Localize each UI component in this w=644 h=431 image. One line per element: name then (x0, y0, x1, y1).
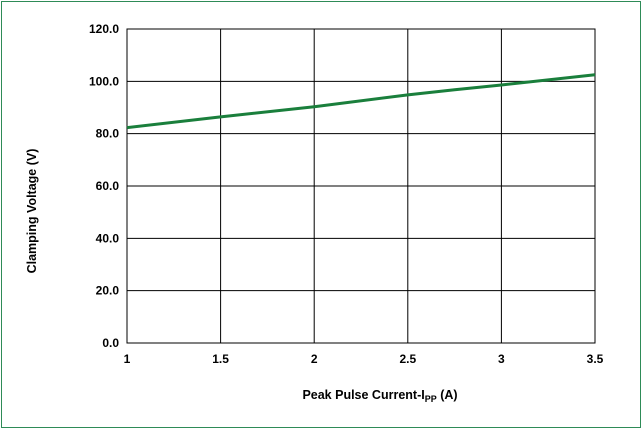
x-axis-label-subscript: PP (425, 394, 437, 404)
y-axis-label: Clamping Voltage (V) (25, 149, 39, 274)
x-tick-label: 2 (311, 352, 318, 366)
x-tick-label: 1.5 (212, 352, 229, 366)
x-tick-label: 3 (498, 352, 505, 366)
y-tick-label: 40.0 (96, 231, 120, 245)
x-tick-label: 1 (124, 352, 131, 366)
x-axis-label-main: Peak Pulse Current-I (302, 388, 424, 402)
y-tick-label: 60.0 (96, 179, 120, 193)
x-axis-label-unit: (A) (437, 388, 458, 402)
x-tick-labels: 1 1.5 2 2.5 3 3.5 (124, 352, 604, 366)
y-tick-label: 120.0 (89, 22, 119, 36)
y-tick-label: 0.0 (102, 336, 119, 350)
plot-area (126, 28, 596, 344)
x-axis-label: Peak Pulse Current-IPP (A) (302, 388, 457, 404)
y-tick-label: 100.0 (89, 74, 119, 88)
x-tick-label: 3.5 (587, 352, 604, 366)
series (126, 73, 596, 130)
grid (127, 29, 595, 343)
x-tick-label: 2.5 (399, 352, 416, 366)
y-tick-labels: 0.0 20.0 40.0 60.0 80.0 100.0 120.0 (89, 22, 119, 350)
series-line (126, 73, 596, 130)
y-tick-label: 80.0 (96, 127, 120, 141)
y-tick-label: 20.0 (96, 284, 120, 298)
